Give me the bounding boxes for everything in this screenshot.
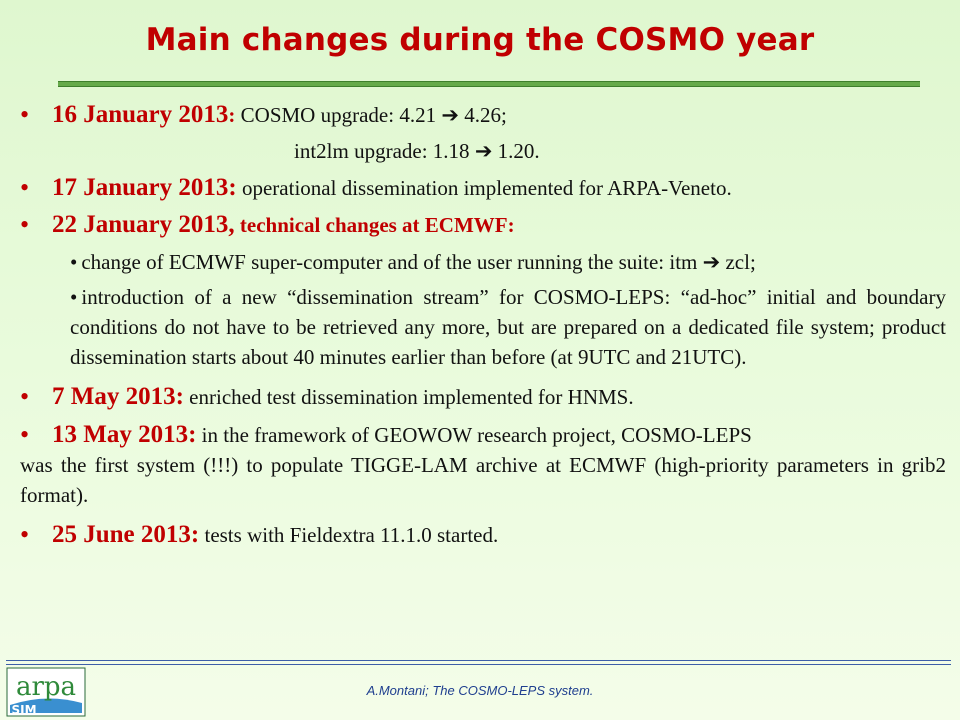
item-date-colon: : <box>228 103 236 127</box>
title-rule <box>58 81 920 87</box>
footer-caption: A.Montani; The COSMO-LEPS system. <box>366 683 594 698</box>
item-date: 17 January 2013: <box>52 174 237 201</box>
item-date: 16 January 2013 <box>52 101 229 128</box>
item-date: 22 January 2013, <box>52 211 235 238</box>
slide-title: Main changes during the COSMO year <box>145 22 815 58</box>
sub-text-end: zcl; <box>720 250 756 274</box>
item-text: enriched test dissemination implemented … <box>183 385 634 409</box>
bullet-list: • 16 January 2013: COSMO upgrade: 4.21 ➔… <box>20 98 946 550</box>
footer-rule <box>6 660 951 661</box>
bullet-icon: • <box>20 382 30 411</box>
bullet-item-1: • 16 January 2013: COSMO upgrade: 4.21 ➔… <box>20 100 946 130</box>
sub-text-end: 1.20. <box>492 139 540 163</box>
bullet-icon: • <box>20 100 30 129</box>
item-text-end: 4.26; <box>458 103 507 127</box>
item-highlight: technical changes at ECMWF: <box>234 213 515 237</box>
item-text: tests with Fieldextra 11.1.0 started. <box>199 523 499 547</box>
bullet-item-6: • 25 June 2013: tests with Fieldextra 11… <box>20 520 946 550</box>
sub-bullet-icon: • <box>70 285 78 309</box>
item-text: operational dissemination implemented fo… <box>236 176 732 200</box>
bullet-icon: • <box>20 520 30 549</box>
bullet-item-5: • 13 May 2013: in the framework of GEOWO… <box>20 420 946 450</box>
bullet-icon: • <box>20 420 30 449</box>
arrow-right-icon: ➔ <box>474 139 493 163</box>
sub-text: introduction of a new “dissemination str… <box>70 285 946 369</box>
bullet-icon: • <box>20 173 30 202</box>
bullet-icon: • <box>20 210 30 239</box>
footer-rule <box>6 664 951 665</box>
sub-text: change of ECMWF super-computer and of th… <box>81 250 703 274</box>
bullet-item-4: • 7 May 2013: enriched test disseminatio… <box>20 382 946 412</box>
sub-bullet-1: • change of ECMWF super-computer and of t… <box>20 247 946 277</box>
bullet-item-5-continuation: was the first system (!!!) to populate T… <box>20 453 946 507</box>
item-text: COSMO upgrade: 4.21 <box>235 103 442 127</box>
sub-bullet-icon: • <box>70 250 78 274</box>
arpa-sim-logo: arpa SIM <box>6 667 86 717</box>
sub-text: int2lm upgrade: 1.18 <box>294 139 475 163</box>
logo-text: arpa <box>16 672 76 702</box>
item-text: in the framework of GEOWOW research proj… <box>196 423 752 447</box>
item-date: 7 May 2013: <box>52 383 184 410</box>
item-date: 13 May 2013: <box>52 421 197 448</box>
bullet-item-3: • 22 January 2013, technical changes at … <box>20 210 946 240</box>
bullet-item-1-subline: int2lm upgrade: 1.18 ➔ 1.20. <box>20 136 946 166</box>
sub-bullet-2: • introduction of a new “dissemination st… <box>20 282 946 372</box>
item-date: 25 June 2013: <box>52 521 200 548</box>
bullet-item-2: • 17 January 2013: operational dissemina… <box>20 173 946 203</box>
logo-subtext: SIM <box>11 703 36 717</box>
arrow-right-icon: ➔ <box>441 103 459 127</box>
arrow-right-icon: ➔ <box>702 250 721 274</box>
